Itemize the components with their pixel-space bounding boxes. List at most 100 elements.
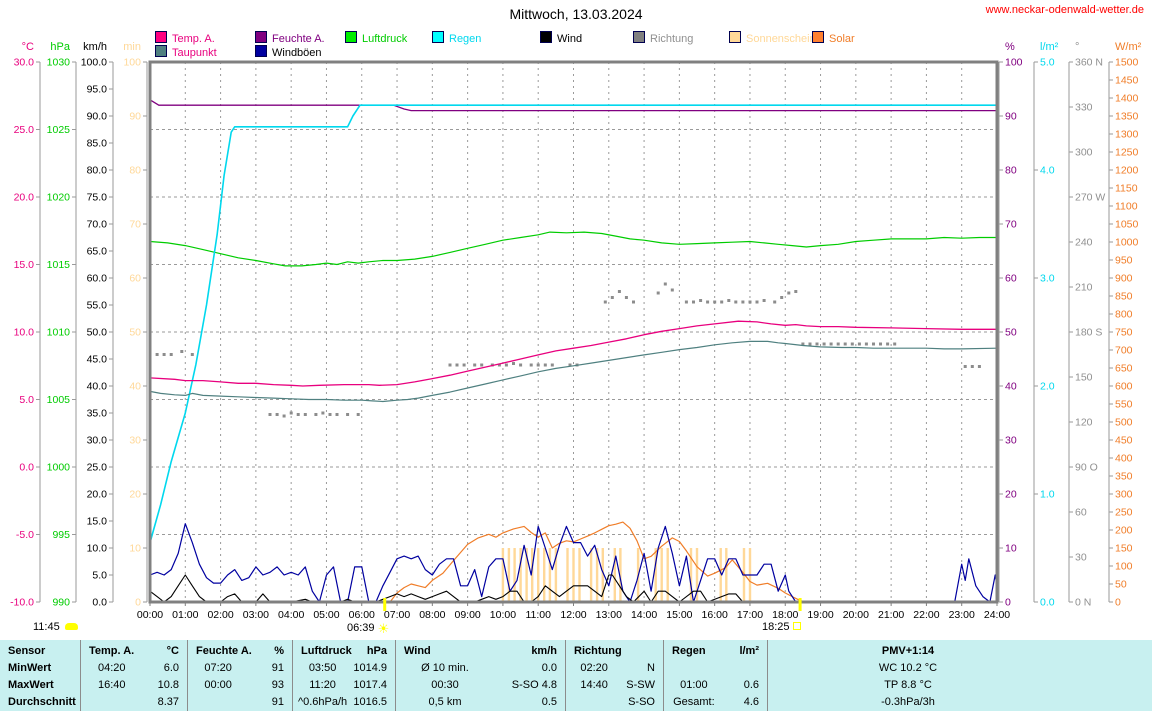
rain-value-1: 0.6 bbox=[743, 679, 759, 691]
table-data-row: Gesamt: 4.6 bbox=[664, 694, 767, 711]
axis-label-solar: 1050 bbox=[1115, 219, 1139, 231]
time-label: 00:00 bbox=[137, 609, 163, 621]
axis-label-sunshine: 0 bbox=[135, 597, 141, 609]
axis-label-humidity: 90 bbox=[1005, 111, 1017, 123]
temp-time-0: 04:20 bbox=[97, 662, 126, 674]
day-length-label: 11:45 bbox=[33, 621, 78, 633]
time-label: 16:00 bbox=[702, 609, 728, 621]
axis-label-direction: 150 bbox=[1075, 372, 1093, 384]
direction-dot bbox=[289, 411, 293, 415]
table-header-row: Richtung bbox=[566, 643, 663, 660]
direction-dot bbox=[755, 300, 759, 304]
direction-dot bbox=[543, 363, 547, 367]
axis-label-wind: 100.0 bbox=[81, 57, 107, 69]
time-label: 08:00 bbox=[419, 609, 445, 621]
table-col-sensor: Sensor MinWert MaxWert Durchschnitt bbox=[0, 640, 80, 711]
table-data-row: ^0.6hPa/h 1016.5 bbox=[293, 694, 395, 711]
axis-label-pressure: 1025 bbox=[47, 124, 71, 136]
sunshine-bar bbox=[531, 548, 534, 602]
chart-legend: Temp. A. Feuchte A. Luftdruck Regen Wind Rich… bbox=[0, 0, 1152, 60]
axis-label-solar: 1000 bbox=[1115, 237, 1139, 249]
axis-label-pressure: 1030 bbox=[47, 57, 71, 69]
axis-label-sunshine: 40 bbox=[129, 381, 141, 393]
series-wind-gusts-windboeen bbox=[149, 523, 998, 603]
direction-dot bbox=[314, 413, 318, 416]
axis-label-direction: 180 S bbox=[1075, 327, 1102, 339]
legend-label-temp-a: Temp. A. bbox=[172, 33, 215, 45]
axis-label-solar: 50 bbox=[1115, 579, 1127, 591]
axis-label-wind: 40.0 bbox=[87, 381, 108, 393]
website-link[interactable]: www.neckar-odenwald-wetter.de bbox=[985, 4, 1144, 16]
col-unit-pressure: hPa bbox=[366, 645, 387, 657]
row-label-durchschnitt: Durchschnitt bbox=[8, 696, 76, 708]
table-data-row: Ø 10 min. 0.0 bbox=[396, 660, 565, 677]
axis-label-temperature: 5.0 bbox=[19, 394, 34, 406]
direction-dot bbox=[684, 300, 688, 304]
sunshine-bar bbox=[689, 548, 693, 602]
sunshine-bar bbox=[613, 548, 616, 602]
direction-dot bbox=[603, 300, 607, 304]
axis-label-rain: 2.0 bbox=[1040, 381, 1055, 393]
sunshine-bar bbox=[519, 548, 522, 602]
axis-label-rain: 5.0 bbox=[1040, 57, 1055, 69]
axis-label-temperature: -5.0 bbox=[16, 529, 34, 541]
table-data-row: TP 8.8 °C bbox=[768, 677, 1152, 694]
axis-label-solar: 1350 bbox=[1115, 111, 1139, 123]
axis-label-temperature: 0.0 bbox=[19, 462, 34, 474]
table-data-row: 00:30 S-SO 4.8 bbox=[396, 677, 565, 694]
statistics-table: Sensor MinWert MaxWert Durchschnitt Temp. A.… bbox=[0, 640, 1152, 711]
direction-dot bbox=[448, 363, 452, 367]
axis-label-direction: 30 bbox=[1075, 552, 1087, 564]
axis-label-direction: 330 bbox=[1075, 102, 1093, 114]
axis-label-solar: 250 bbox=[1115, 507, 1133, 519]
table-header-row: PMV+1:14 bbox=[768, 643, 1152, 660]
axis-label-direction: 300 bbox=[1075, 147, 1093, 159]
table-col-wind: Wind km/h Ø 10 min. 0.0 00:30 S-SO 4.8 0,5 km 0… bbox=[395, 640, 565, 711]
table-col-direction: Richtung 02:20 N 14:40 S-SW S-SO bbox=[565, 640, 663, 711]
direction-dot bbox=[455, 363, 459, 367]
pmv-value-0: WC 10.2 °C bbox=[878, 662, 938, 674]
temp-value-2: 8.37 bbox=[157, 696, 179, 708]
table-header-row: Regen l/m² bbox=[664, 643, 767, 660]
direction-dot bbox=[497, 363, 501, 367]
sunset-value: 18:25 bbox=[762, 621, 790, 633]
direction-dot bbox=[550, 363, 554, 367]
direction-dot bbox=[617, 290, 621, 293]
axis-label-pressure: 1015 bbox=[47, 259, 71, 271]
direction-value-0: N bbox=[647, 662, 655, 674]
legend-item-luftdruck: Luftdruck bbox=[345, 31, 407, 45]
direction-time-0: 02:20 bbox=[580, 662, 608, 674]
direction-value-2: S-SO bbox=[628, 696, 655, 708]
sunset-label: 18:25 bbox=[762, 621, 801, 633]
direction-dot bbox=[843, 342, 847, 346]
table-data-row: 03:50 1014.9 bbox=[293, 660, 395, 677]
axis-label-humidity: 10 bbox=[1005, 543, 1017, 555]
axis-label-pressure: 1005 bbox=[47, 394, 71, 406]
pmv-value-1: TP 8.8 °C bbox=[884, 679, 932, 691]
axis-label-sunshine: 90 bbox=[129, 111, 141, 123]
sunrise-marker bbox=[383, 598, 387, 611]
axis-label-rain: 1.0 bbox=[1040, 489, 1055, 501]
axis-label-pressure: 1000 bbox=[47, 462, 71, 474]
table-row-label: Durchschnitt bbox=[0, 694, 80, 711]
direction-dot bbox=[720, 300, 724, 304]
axis-label-solar: 1500 bbox=[1115, 57, 1139, 69]
table-header-row: Temp. A. °C bbox=[81, 643, 187, 660]
pressure-value-1: 1017.4 bbox=[353, 679, 387, 691]
axis-label-temperature: 25.0 bbox=[14, 124, 35, 136]
axis-unit-rain: l/m² bbox=[1040, 41, 1059, 53]
table-header-row: Feuchte A.% bbox=[188, 643, 292, 660]
axis-label-pressure: 990 bbox=[52, 597, 70, 609]
sunrise-sun-icon: ☀ bbox=[377, 621, 390, 636]
direction-dot bbox=[734, 300, 738, 304]
direction-dot bbox=[741, 300, 745, 304]
legend-label-regen: Regen bbox=[449, 33, 482, 45]
sunshine-bar bbox=[537, 548, 540, 602]
sunshine-bar bbox=[695, 548, 699, 602]
direction-dot bbox=[822, 342, 826, 346]
day-length-value: 11:45 bbox=[33, 621, 60, 633]
time-label: 24:00 bbox=[984, 609, 1010, 621]
wind-value-1: S-SO 4.8 bbox=[511, 679, 557, 691]
humidity-time-1: 00:00 bbox=[204, 679, 232, 691]
